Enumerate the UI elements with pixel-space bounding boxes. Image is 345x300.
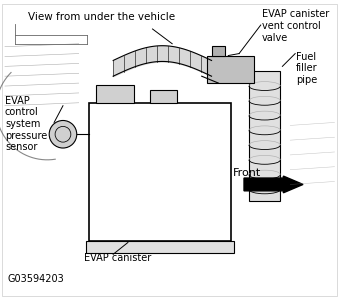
Bar	[211, 46, 225, 56]
Text: Front: Front	[233, 168, 262, 178]
Bar	[89, 103, 231, 241]
Text: Fuel
filler
pipe: Fuel filler pipe	[296, 52, 318, 85]
Bar	[207, 56, 254, 83]
Bar	[86, 241, 234, 253]
Text: EVAP canister: EVAP canister	[83, 253, 151, 263]
Text: G03594203: G03594203	[8, 274, 65, 284]
Bar	[149, 90, 177, 103]
FancyArrow shape	[244, 176, 303, 193]
Bar	[96, 85, 134, 103]
Bar	[249, 71, 280, 201]
Circle shape	[49, 121, 77, 148]
Text: View from under the vehicle: View from under the vehicle	[28, 12, 175, 22]
Text: EVAP
control
system
pressure
sensor: EVAP control system pressure sensor	[5, 96, 47, 152]
Text: EVAP canister
vent control
valve: EVAP canister vent control valve	[262, 9, 329, 43]
